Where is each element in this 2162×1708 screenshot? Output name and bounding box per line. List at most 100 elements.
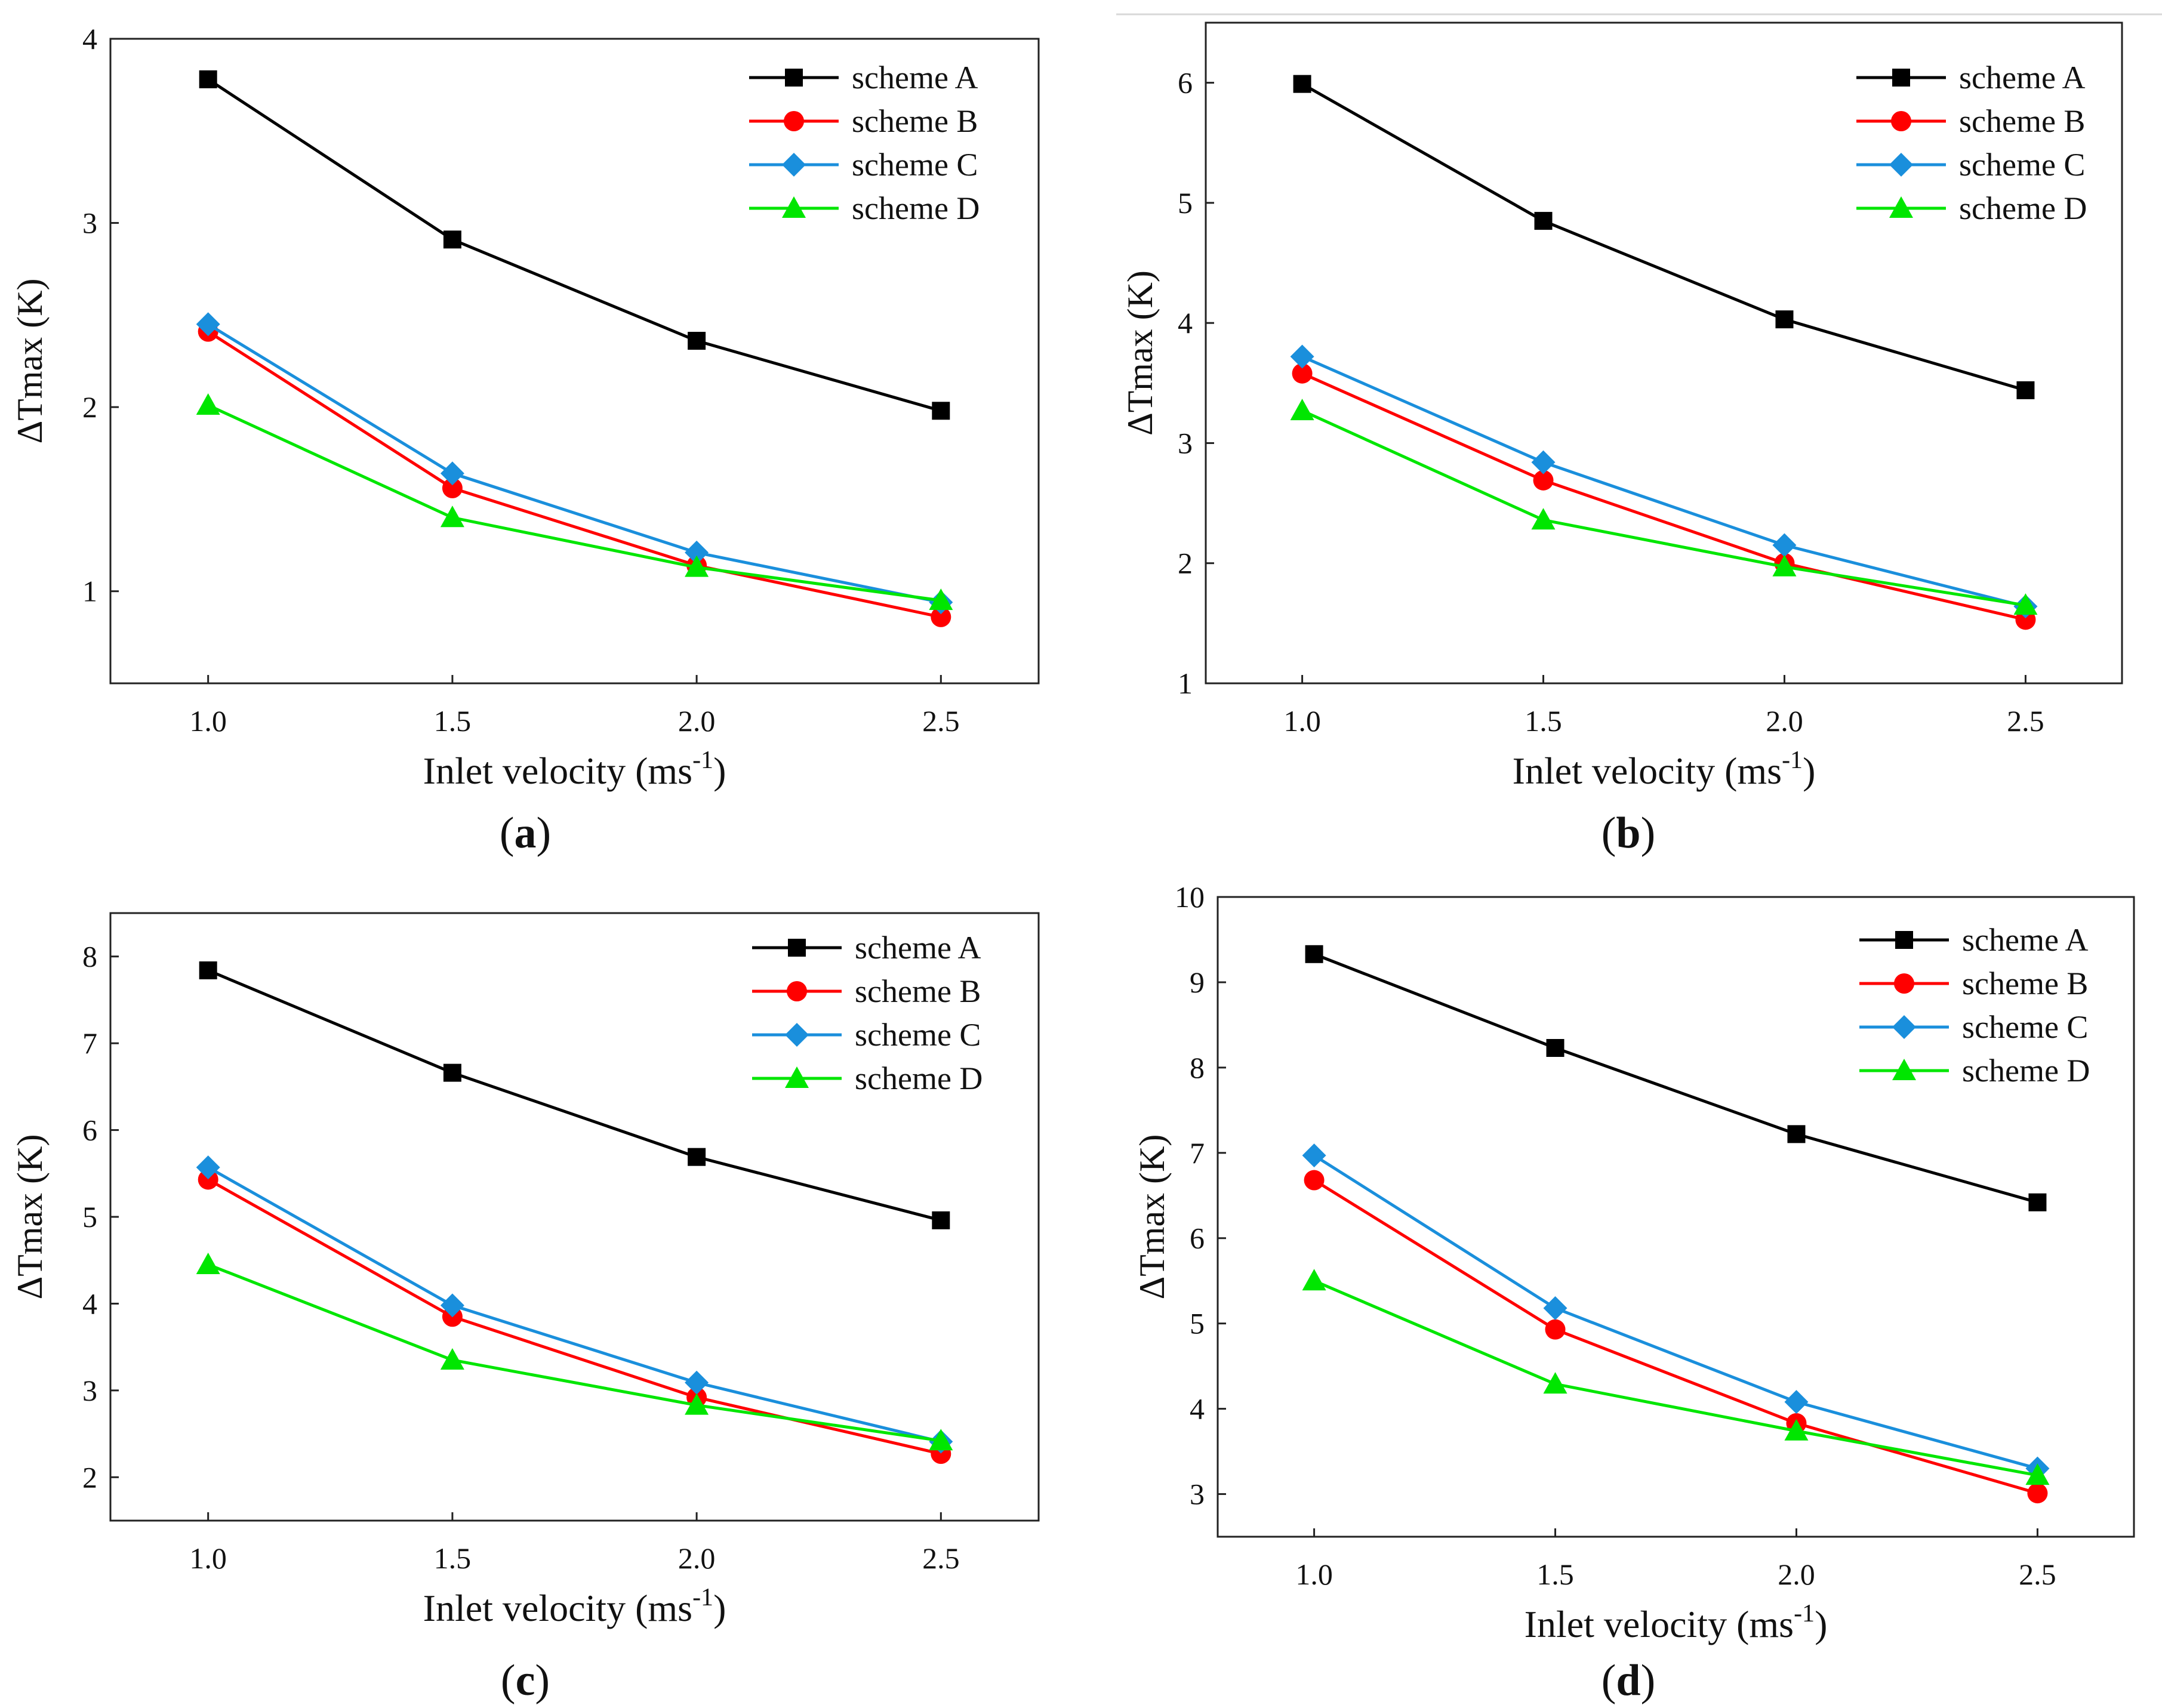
y-tick-label: 2 — [1178, 547, 1193, 580]
y-tick-label: 9 — [1190, 966, 1205, 999]
legend-marker-triangle — [782, 196, 806, 218]
data-point-square — [1775, 310, 1794, 329]
y-tick-label: 10 — [1175, 880, 1205, 914]
legend-marker-diamond — [785, 1023, 809, 1047]
x-axis-label: Inlet velocity (ms-1) — [423, 747, 726, 792]
series-line — [207, 403, 941, 602]
series-scheme-d — [196, 393, 953, 611]
x-tick-label: 1.0 — [189, 704, 227, 738]
y-tick-label: 4 — [82, 22, 97, 56]
y-tick-label: 5 — [82, 1200, 97, 1234]
legend-label: scheme C — [1962, 1009, 2088, 1045]
data-point-diamond — [685, 540, 709, 565]
data-point-triangle — [685, 555, 709, 577]
chart-panel-c: 2 3 4 5 6 7 8 1.0 1.5 2.0 2.5 Inlet velocity (ms-1)… — [10, 912, 1040, 1705]
y-tick-label: 5 — [1178, 186, 1193, 220]
y-tick-label: 4 — [82, 1287, 97, 1320]
series-line — [207, 78, 942, 412]
data-point-triangle — [1784, 1419, 1809, 1441]
data-point-triangle — [2025, 1463, 2050, 1485]
y-tick-label: 4 — [1190, 1392, 1205, 1426]
y-tick-label: 8 — [82, 940, 97, 973]
series-line — [1313, 1154, 2038, 1470]
legend-marker-square — [788, 939, 806, 957]
x-tick-label: 1.5 — [434, 704, 472, 738]
data-point-triangle — [1531, 508, 1556, 530]
legend-label: scheme C — [852, 147, 978, 183]
x-tick-label: 2.0 — [678, 704, 716, 738]
data-point-diamond — [1772, 533, 1797, 557]
series-line — [1301, 82, 2027, 392]
data-point-diamond — [440, 461, 464, 486]
legend-label: scheme B — [1959, 103, 2085, 139]
legend-label: scheme B — [855, 973, 981, 1009]
x-tick-label: 1.5 — [1536, 1558, 1574, 1591]
legend-marker-triangle — [1889, 196, 1913, 218]
legend: scheme A scheme B scheme C scheme D — [752, 930, 983, 1096]
x-tick-label: 1.5 — [434, 1541, 472, 1575]
legend-label: scheme D — [855, 1060, 983, 1096]
y-tick-label: 2 — [82, 390, 97, 424]
legend-label: scheme C — [855, 1017, 981, 1053]
y-tick-label: 6 — [1190, 1222, 1205, 1255]
data-point-square — [688, 1148, 706, 1166]
data-point-square — [1293, 75, 1311, 93]
y-axis-label: ΔTmax (K) — [10, 1134, 50, 1300]
series-line — [1301, 409, 2026, 607]
data-point-diamond — [440, 1293, 464, 1318]
data-point-square — [199, 70, 217, 88]
panel-label: (a) — [500, 809, 551, 858]
plot-frame — [109, 38, 1040, 685]
y-tick-label: 3 — [82, 206, 97, 240]
data-point-diamond — [196, 1155, 220, 1180]
data-point-triangle — [1290, 399, 1314, 421]
x-tick-label: 2.0 — [1778, 1558, 1815, 1591]
data-point-diamond — [1302, 1143, 1326, 1168]
y-tick-label: 2 — [82, 1460, 97, 1494]
legend: scheme A scheme B scheme C scheme D — [1859, 922, 2090, 1089]
y-axis-label: ΔTmax (K) — [10, 279, 50, 444]
legend-marker-circle — [784, 111, 804, 131]
series-line — [207, 969, 941, 1222]
data-point-triangle — [440, 505, 464, 528]
series-line — [207, 1166, 941, 1444]
y-tick-label: 6 — [82, 1114, 97, 1147]
panel-label: (c) — [501, 1656, 550, 1705]
legend-marker-circle — [1894, 973, 1914, 994]
legend-marker-square — [785, 69, 803, 87]
data-point-circle — [931, 606, 951, 627]
series-line — [207, 323, 941, 604]
legend-label: scheme B — [1962, 966, 2088, 1001]
legend-label: scheme A — [852, 60, 978, 95]
x-tick-label: 2.5 — [922, 1541, 960, 1575]
legend-label: scheme B — [852, 103, 978, 139]
y-tick-label: 7 — [1190, 1136, 1205, 1170]
data-point-diamond — [1531, 450, 1556, 474]
chart-panel-a: 1 2 3 4 1.0 1.5 2.0 2.5 Inlet velocity (ms-1) ΔTm… — [10, 22, 1040, 858]
legend-marker-circle — [1891, 111, 1911, 131]
series-line — [207, 1178, 941, 1456]
data-point-triangle — [685, 1393, 709, 1415]
series-scheme-d — [1290, 399, 2038, 615]
data-point-circle — [1292, 363, 1313, 384]
data-point-circle — [2027, 1483, 2048, 1504]
data-point-diamond — [1290, 344, 1314, 369]
y-tick-label: 6 — [1178, 66, 1193, 100]
legend-label: scheme A — [1962, 922, 2088, 958]
data-point-triangle — [2013, 593, 2038, 615]
data-point-diamond — [1784, 1390, 1809, 1414]
series-line — [1313, 952, 2038, 1204]
y-axis-label: ΔTmax (K) — [1132, 1134, 1172, 1300]
series-line — [1313, 1179, 2038, 1495]
chart-panel-d: 3 4 5 6 7 8 9 10 1.0 1.5 2.0 2.5 Inlet velocity (ms-… — [1132, 880, 2135, 1705]
legend-marker-diamond — [1892, 1015, 1916, 1039]
data-point-triangle — [440, 1348, 464, 1370]
data-point-circle — [198, 1169, 218, 1190]
x-axis-label: Inlet velocity (ms-1) — [423, 1584, 726, 1629]
data-point-diamond — [196, 312, 220, 337]
data-point-diamond — [685, 1370, 709, 1395]
x-tick-label: 2.0 — [1766, 704, 1803, 738]
series-scheme-d — [1302, 1269, 2050, 1485]
data-point-triangle — [1543, 1372, 1567, 1394]
